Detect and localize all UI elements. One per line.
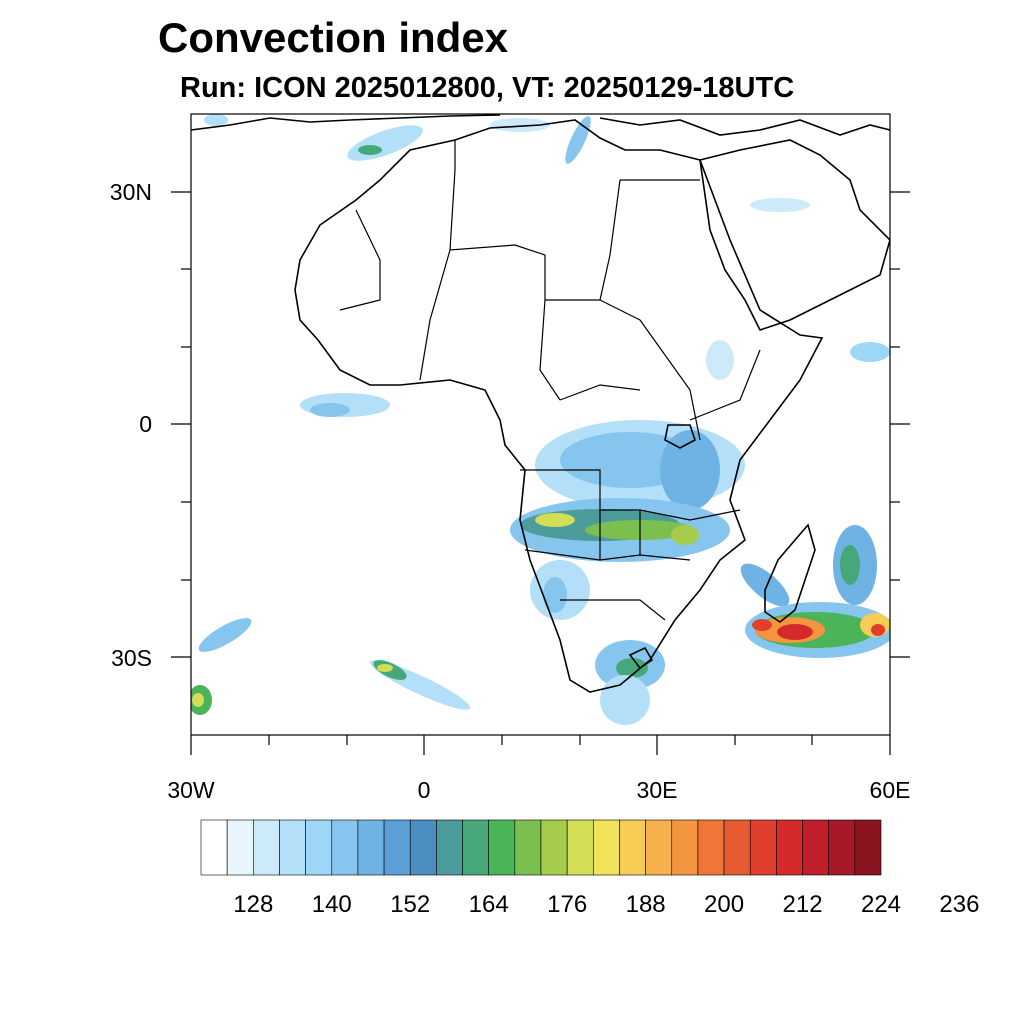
colorbar-swatch: [279, 819, 306, 876]
lon-label-0: 0: [418, 777, 431, 803]
field-patch: [850, 342, 890, 362]
field-patch: [192, 693, 204, 707]
colorbar-swatch: [697, 819, 725, 876]
field-patch: [871, 624, 885, 636]
country-borders: [339, 140, 761, 621]
field-patch: [204, 114, 228, 126]
colorbar-swatch: [802, 819, 829, 876]
lesotho-border: [628, 646, 654, 670]
colorbar-swatch: [723, 819, 751, 876]
colorbar-label: 188: [626, 891, 666, 918]
map-subtitle: Run: ICON 2025012800, VT: 20250129-18UTC: [180, 72, 795, 104]
field-patch: [565, 116, 591, 164]
colorbar-swatch: [462, 819, 489, 876]
colorbar-swatch: [514, 819, 542, 876]
colorbar-label: 128: [233, 891, 273, 918]
colorbar-label: 200: [704, 891, 744, 918]
field-patch: [600, 675, 650, 725]
colorbar-swatch: [305, 819, 333, 876]
colorbar-swatch: [828, 819, 856, 876]
colorbar-swatch: [200, 819, 228, 876]
colorbar-swatch: [566, 819, 594, 876]
field-patch: [198, 618, 252, 652]
colorbar-swatch: [619, 819, 646, 876]
field-patch: [377, 664, 393, 672]
field-patch: [347, 125, 423, 161]
colorbar-swatch: [776, 819, 803, 876]
colorbar-label: 212: [783, 891, 823, 918]
colorbar-swatch: [540, 819, 568, 876]
field-patch: [840, 545, 860, 585]
lat-label-30n: 30N: [110, 179, 152, 205]
field-patch: [750, 198, 810, 212]
colorbar-swatch: [357, 819, 385, 876]
convection-field: [191, 114, 890, 725]
arabia-coastline: [699, 139, 890, 331]
lat-label-0: 0: [139, 411, 152, 437]
axis-ticks: [171, 191, 910, 755]
lon-label-30w: 30W: [167, 777, 215, 803]
field-patch: [660, 430, 720, 510]
field-patch: [752, 619, 772, 631]
field-patch: [543, 577, 567, 613]
lat-label-30s: 30S: [111, 645, 152, 671]
colorbar-label: 152: [390, 891, 430, 918]
field-patch: [358, 145, 382, 155]
colorbar-label: 140: [312, 891, 352, 918]
colorbar-swatch: [645, 819, 673, 876]
colorbar-swatch: [331, 819, 359, 876]
field-patch: [671, 525, 699, 545]
lon-label-60e: 60E: [870, 777, 911, 803]
field-patch: [740, 563, 790, 607]
colorbar-labels: 128 140 152 164 176 188 200 212 224 236: [233, 891, 979, 918]
colorbar-swatch: [854, 819, 882, 876]
lake-victoria: [664, 424, 696, 449]
coastlines: [191, 114, 890, 693]
map-title: Convection index: [158, 14, 509, 61]
field-patch: [616, 658, 648, 678]
field-patch: [777, 624, 813, 640]
colorbar-swatch: [436, 819, 463, 876]
colorbar-swatch: [488, 819, 516, 876]
colorbar-swatch: [226, 819, 254, 876]
colorbar-swatch: [593, 819, 620, 876]
field-patch: [310, 403, 350, 417]
field-patch: [490, 118, 550, 132]
field-patch: [535, 513, 575, 527]
field-patch: [706, 340, 734, 380]
colorbar-swatch: [409, 819, 437, 876]
colorbar-label: 176: [547, 891, 587, 918]
europe-coastline: [191, 114, 890, 136]
colorbar-swatch: [383, 819, 411, 876]
colorbar-label: 224: [861, 891, 901, 918]
colorbar-label: 164: [469, 891, 509, 918]
lon-label-30e: 30E: [637, 777, 678, 803]
colorbar-swatch: [749, 819, 777, 876]
colorbar-swatch: [671, 819, 699, 876]
colorbar-swatch: [253, 819, 280, 876]
colorbar-label: 236: [939, 891, 979, 918]
colorbar: [200, 819, 882, 876]
madagascar-coastline: [764, 523, 816, 623]
africa-coastline: [294, 119, 824, 693]
